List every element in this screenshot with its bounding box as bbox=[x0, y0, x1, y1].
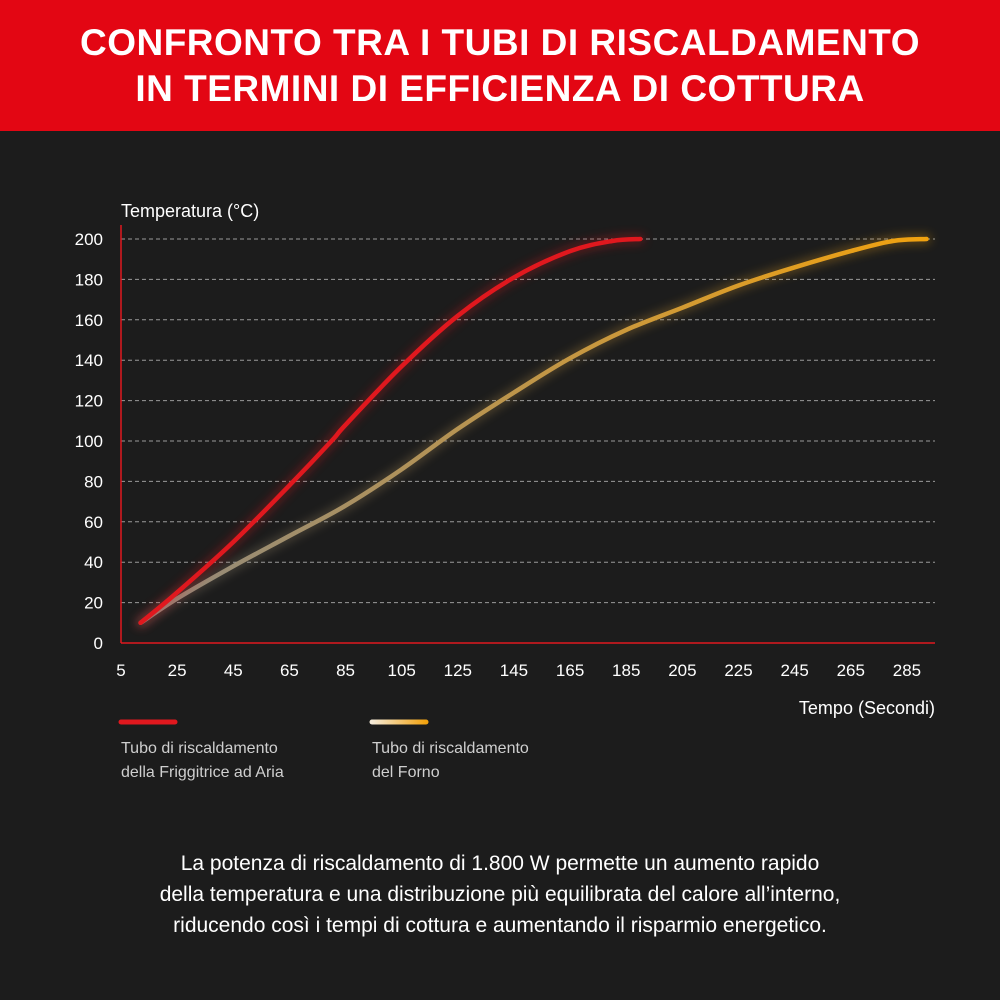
x-tick-label-285: 285 bbox=[893, 661, 921, 680]
y-tick-label-80: 80 bbox=[84, 472, 103, 491]
x-tick-label-245: 245 bbox=[780, 661, 808, 680]
page-title-line-2: IN TERMINI DI EFFICIENZA DI COTTURA bbox=[135, 67, 865, 109]
x-tick-label-25: 25 bbox=[168, 661, 187, 680]
x-tick-label-85: 85 bbox=[336, 661, 355, 680]
x-tick-label-185: 185 bbox=[612, 661, 640, 680]
y-tick-label-200: 200 bbox=[75, 230, 103, 249]
air-fryer-series-glow bbox=[136, 234, 645, 628]
x-tick-label-65: 65 bbox=[280, 661, 299, 680]
legend-label-oven-2: del Forno bbox=[372, 764, 440, 781]
page-title-line-1: CONFRONTO TRA I TUBI DI RISCALDAMENTO bbox=[79, 21, 920, 63]
x-tick-label-125: 125 bbox=[444, 661, 472, 680]
oven-series-glow bbox=[136, 234, 932, 628]
y-tick-label-0: 0 bbox=[94, 634, 103, 653]
legend-label-air-fryer-1: Tubo di riscaldamento bbox=[121, 740, 278, 757]
x-tick-label-205: 205 bbox=[668, 661, 696, 680]
description-line-1: La potenza di riscaldamento di 1.800 W p… bbox=[180, 852, 820, 875]
x-tick-label-225: 225 bbox=[724, 661, 752, 680]
description-line-2: della temperatura e una distribuzione pi… bbox=[159, 883, 841, 906]
air-fryer-series-line bbox=[138, 236, 643, 626]
description-line-3: riducendo così i tempi di cottura e aume… bbox=[173, 914, 827, 937]
x-tick-label-265: 265 bbox=[837, 661, 865, 680]
x-axis-title: Tempo (Secondi) bbox=[799, 698, 935, 718]
x-tick-label-145: 145 bbox=[500, 661, 528, 680]
y-tick-label-120: 120 bbox=[75, 392, 103, 411]
temperature-chart: Temperatura (°C) Tempo (Secondi) 0 20 40 60… bbox=[75, 201, 935, 781]
legend-label-oven-1: Tubo di riscaldamento bbox=[372, 740, 529, 757]
y-tick-label-60: 60 bbox=[84, 513, 103, 532]
y-tick-label-180: 180 bbox=[75, 270, 103, 289]
y-tick-label-20: 20 bbox=[84, 594, 103, 613]
x-tick-label-105: 105 bbox=[388, 661, 416, 680]
x-tick-label-45: 45 bbox=[224, 661, 243, 680]
y-tick-label-160: 160 bbox=[75, 311, 103, 330]
x-tick-label-5: 5 bbox=[116, 661, 125, 680]
y-tick-label-100: 100 bbox=[75, 432, 103, 451]
oven-series-line bbox=[138, 236, 929, 626]
x-tick-label-165: 165 bbox=[556, 661, 584, 680]
y-tick-label-40: 40 bbox=[84, 553, 103, 572]
legend-label-air-fryer-2: della Friggitrice ad Aria bbox=[121, 764, 284, 781]
y-axis-title: Temperatura (°C) bbox=[121, 201, 259, 221]
y-tick-label-140: 140 bbox=[75, 351, 103, 370]
title-banner: CONFRONTO TRA I TUBI DI RISCALDAMENTO IN… bbox=[0, 0, 1000, 131]
description-text: La potenza di riscaldamento di 1.800 W p… bbox=[0, 848, 1000, 941]
